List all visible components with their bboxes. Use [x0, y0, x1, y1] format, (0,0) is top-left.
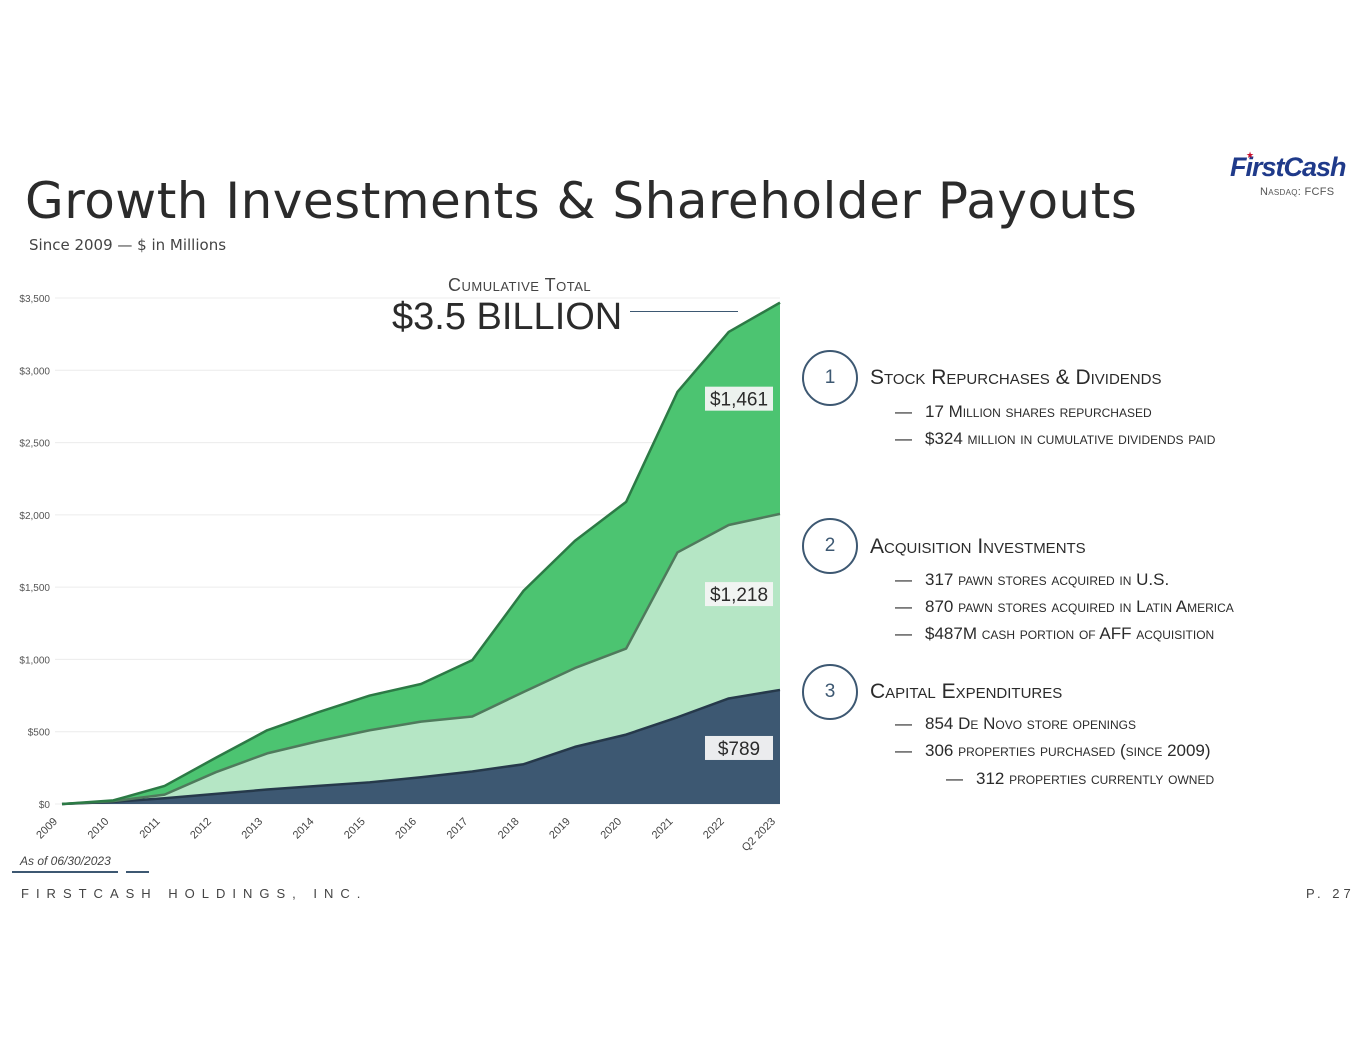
value-label-box [705, 386, 773, 411]
star-icon: ★ [1246, 150, 1255, 160]
bullet-text: 870 pawn stores acquired in Latin Americ… [925, 597, 1234, 616]
section-2-bullet-2: — 870 pawn stores acquired in Latin Ameri… [895, 597, 1234, 617]
as-of-note: As of 06/30/2023 [20, 854, 111, 868]
x-tick-label: 2010 [86, 816, 112, 842]
dash-icon: — [895, 597, 912, 616]
bullet-text: $487M cash portion of AFF acquisition [925, 624, 1215, 643]
dash-icon: — [895, 624, 912, 643]
value-label-box [705, 582, 773, 607]
value-label: $1,461 [710, 390, 768, 411]
x-tick-label: 2015 [342, 816, 368, 842]
section-2-bullet-1: — 317 pawn stores acquired in U.S. [895, 570, 1169, 590]
bullet-text: 306 properties purchased (since 2009) [925, 741, 1211, 760]
y-tick-label: $500 [28, 728, 51, 739]
cumulative-total-label: Cumulative Total [448, 275, 592, 295]
section-1-bullet-1: — 17 Million shares repurchased [895, 402, 1152, 422]
x-tick-label: 2014 [291, 816, 317, 842]
x-tick-label: Q2 2023 [740, 816, 778, 854]
value-label: $1,218 [710, 585, 768, 606]
section-3-bullet-1: — 854 De Novo store openings [895, 714, 1136, 734]
value-label: $789 [718, 739, 760, 760]
area-edge-2 [61, 512, 781, 806]
area-edge-1 [61, 688, 781, 806]
x-tick-label: 2018 [496, 816, 522, 842]
x-tick-label: 2020 [598, 816, 624, 842]
x-tick-label: 2012 [188, 816, 214, 842]
bullet-text: 312 properties currently owned [976, 769, 1215, 788]
stacked-area-chart: $0 $500 $1,000 $1,500 $2,000 $2,500 $3,000 $3,5… [19, 294, 781, 854]
area-series-2 [62, 513, 780, 804]
area-series-3 [62, 302, 780, 804]
y-tick-label: $3,000 [19, 366, 50, 377]
value-label-box [705, 735, 773, 760]
logo-ticker: Nasdaq: FCFS [1260, 186, 1335, 198]
dash-icon: — [895, 741, 912, 760]
y-tick-label: $2,000 [19, 511, 50, 522]
dash-icon: — [895, 429, 912, 448]
footer-company: FIRSTCASH HOLDINGS, INC. [21, 886, 368, 901]
logo-name: FirstCash [1230, 152, 1347, 182]
bullet-text: 17 Million shares repurchased [925, 402, 1152, 421]
footer-rule [12, 871, 118, 873]
company-logo: ★ FirstCash Nasdaq: FCFS [1230, 150, 1355, 198]
cumulative-total-value: $3.5 BILLION [392, 296, 623, 338]
x-tick-label: 2022 [701, 816, 727, 842]
dash-icon: — [895, 402, 912, 421]
y-tick-label: $2,500 [19, 439, 50, 450]
section-2-bullet-3: — $487M cash portion of AFF acquisition [895, 624, 1214, 644]
section-1-title: Stock Repurchases & Dividends [870, 366, 1162, 389]
bullet-text: 317 pawn stores acquired in U.S. [925, 570, 1170, 589]
x-tick-label: 2011 [137, 816, 162, 841]
x-tick-label: 2016 [393, 816, 419, 842]
section-2-title: Acquisition Investments [870, 535, 1086, 558]
section-3-sub-bullet-1: — 312 properties currently owned [946, 769, 1214, 789]
x-tick-label: 2009 [34, 816, 60, 842]
section-2-number: 2 [802, 518, 858, 574]
section-3-number: 3 [802, 664, 858, 720]
x-tick-label: 2013 [239, 816, 265, 842]
dash-icon: — [895, 714, 912, 733]
dash-icon: — [895, 570, 912, 589]
y-tick-label: $1,000 [19, 655, 50, 666]
bullet-text: 854 De Novo store openings [925, 714, 1136, 733]
area-edge-3 [61, 301, 781, 806]
section-1-number: 1 [802, 350, 858, 406]
y-tick-label: $3,500 [19, 294, 50, 305]
page-subtitle: Since 2009 — $ in Millions [29, 236, 227, 254]
callout-leader-line [630, 311, 738, 312]
x-tick-label: 2017 [445, 816, 471, 842]
section-3-bullet-2: — 306 properties purchased (since 2009) [895, 741, 1211, 761]
footer-rule-short [126, 871, 149, 873]
bullet-text: $324 million in cumulative dividends pai… [925, 429, 1216, 448]
x-tick-label: 2019 [547, 816, 573, 842]
section-1-bullet-2: — $324 million in cumulative dividends pa… [895, 429, 1215, 449]
page-number: P. 27 [1306, 886, 1355, 901]
section-3-title: Capital Expenditures [870, 680, 1063, 703]
area-series-1 [62, 689, 780, 804]
page-title: Growth Investments & Shareholder Payouts [25, 172, 1138, 230]
dash-icon: — [946, 769, 963, 788]
x-tick-label: 2021 [650, 816, 676, 842]
y-tick-label: $0 [39, 800, 51, 811]
y-tick-label: $1,500 [19, 583, 50, 594]
